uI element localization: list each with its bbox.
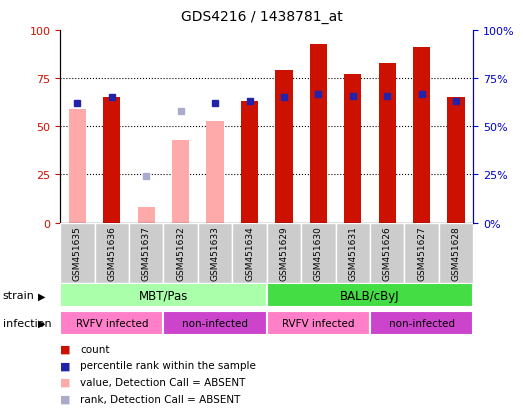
Bar [103,98,120,223]
Text: GDS4216 / 1438781_at: GDS4216 / 1438781_at [180,10,343,24]
Bar [267,311,370,335]
Text: value, Detection Call = ABSENT: value, Detection Call = ABSENT [80,377,245,387]
Bar [207,121,224,223]
Bar [163,311,267,335]
Text: ■: ■ [60,344,71,354]
Text: count: count [80,344,109,354]
Bar [310,45,327,223]
Bar [413,48,430,223]
Text: GSM451626: GSM451626 [383,225,392,280]
Text: infection: infection [3,318,51,328]
Text: non-infected: non-infected [389,318,454,328]
Text: GSM451628: GSM451628 [451,225,461,280]
Text: RVFV infected: RVFV infected [75,318,148,328]
Bar [275,71,292,223]
Text: RVFV infected: RVFV infected [282,318,355,328]
Text: MBT/Pas: MBT/Pas [139,289,188,302]
Text: GSM451634: GSM451634 [245,225,254,280]
Text: rank, Detection Call = ABSENT: rank, Detection Call = ABSENT [80,394,241,404]
Bar [267,223,301,283]
Text: non-infected: non-infected [182,318,248,328]
Bar [379,64,396,223]
Text: GSM451632: GSM451632 [176,225,185,280]
Bar [232,223,267,283]
Bar [95,223,129,283]
Bar [336,223,370,283]
Text: GSM451631: GSM451631 [348,225,357,280]
Bar [267,284,473,308]
Bar [69,110,86,223]
Bar [370,223,404,283]
Text: BALB/cByJ: BALB/cByJ [340,289,400,302]
Bar [344,75,361,223]
Text: ▶: ▶ [38,318,46,328]
Bar [439,223,473,283]
Bar [172,140,189,223]
Bar [448,98,465,223]
Text: GSM451635: GSM451635 [73,225,82,280]
Bar [198,223,232,283]
Bar [60,223,95,283]
Text: percentile rank within the sample: percentile rank within the sample [80,361,256,370]
Text: ■: ■ [60,377,71,387]
Text: ▶: ▶ [38,291,46,301]
Bar [60,311,163,335]
Bar [138,208,155,223]
Text: ■: ■ [60,361,71,370]
Text: GSM451627: GSM451627 [417,225,426,280]
Bar [241,102,258,223]
Bar [404,223,439,283]
Bar [60,284,267,308]
Text: GSM451629: GSM451629 [279,225,289,280]
Bar [163,223,198,283]
Bar [129,223,163,283]
Text: strain: strain [3,291,35,301]
Text: GSM451630: GSM451630 [314,225,323,280]
Bar [370,311,473,335]
Text: ■: ■ [60,394,71,404]
Bar [301,223,336,283]
Text: GSM451636: GSM451636 [107,225,116,280]
Text: GSM451633: GSM451633 [211,225,220,280]
Text: GSM451637: GSM451637 [142,225,151,280]
